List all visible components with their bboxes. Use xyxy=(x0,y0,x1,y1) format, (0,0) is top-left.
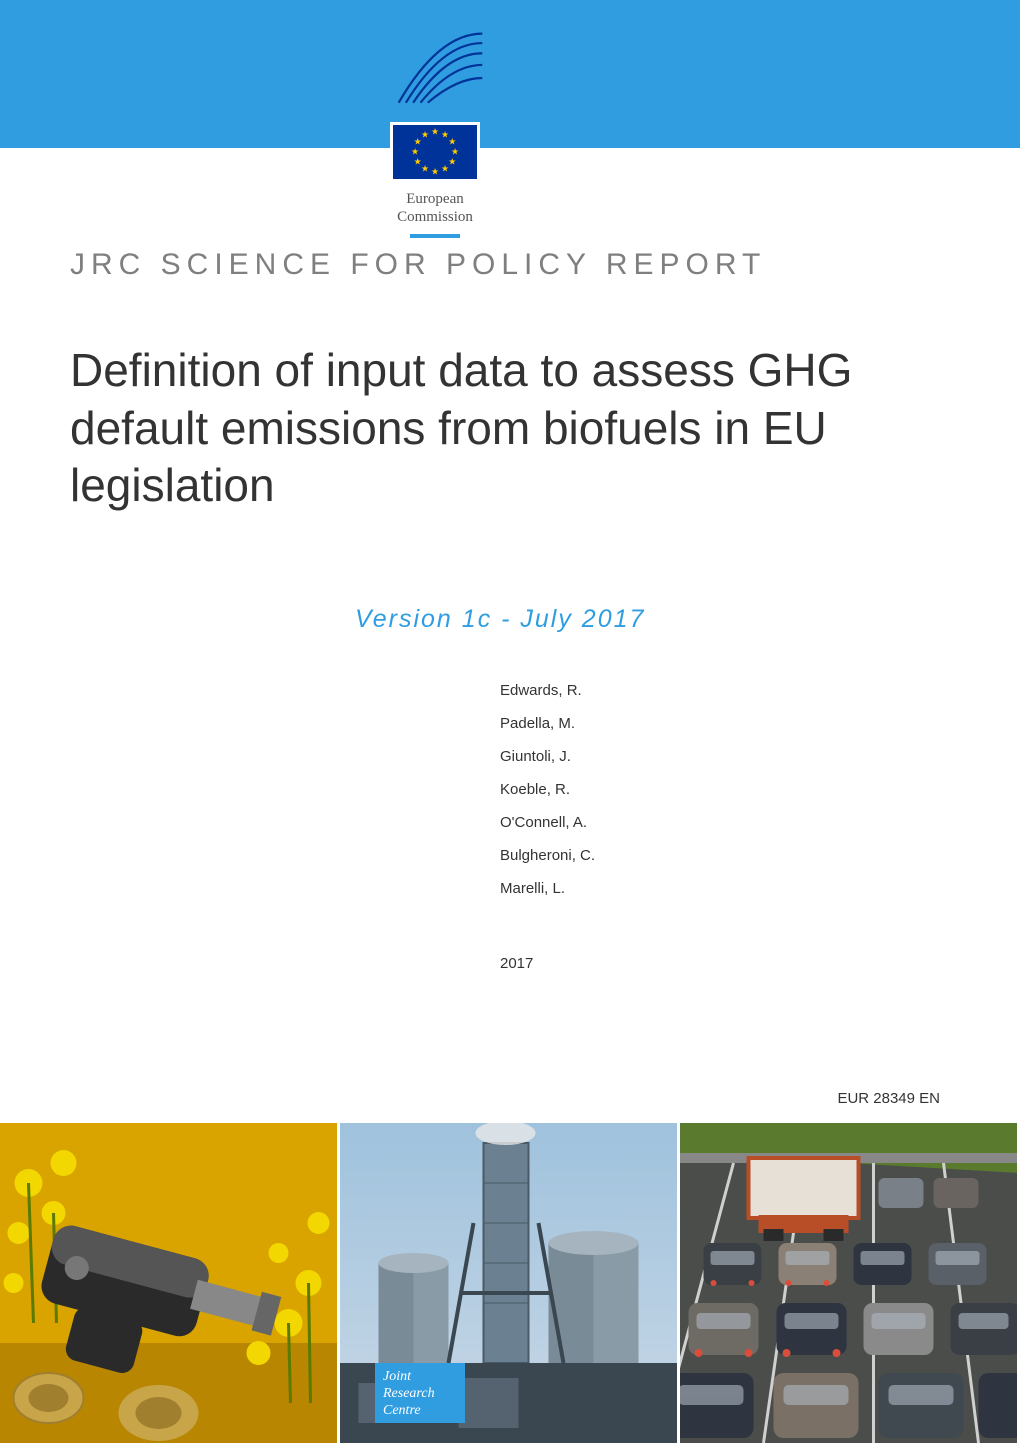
panel-rapeseed xyxy=(0,1123,340,1443)
logo-text: European Commission xyxy=(350,190,520,226)
eu-star-icon: ★ xyxy=(431,168,439,177)
page-title: Definition of input data to assess GHG d… xyxy=(70,342,960,515)
header-bar: ★★★★★★★★★★★★ European Commission xyxy=(0,0,1020,148)
eu-star-icon: ★ xyxy=(431,128,439,137)
eu-star-icon: ★ xyxy=(448,158,456,167)
report-label: JRC SCIENCE FOR POLICY REPORT xyxy=(70,248,1020,282)
author-item: Padella, M. xyxy=(500,707,1020,740)
jrc-line3: Centre xyxy=(383,1403,421,1418)
eu-star-icon: ★ xyxy=(441,165,449,174)
logo-line1: European xyxy=(406,191,463,207)
jrc-line2: Research xyxy=(383,1386,435,1401)
logo-curves-icon xyxy=(365,30,505,110)
author-item: Koeble, R. xyxy=(500,773,1020,806)
author-list: Edwards, R.Padella, M.Giuntoli, J.Koeble… xyxy=(500,674,1020,905)
author-item: Giuntoli, J. xyxy=(500,740,1020,773)
logo-line2: Commission xyxy=(397,209,473,225)
image-row: Joint Research Centre xyxy=(0,1123,1020,1443)
eu-star-icon: ★ xyxy=(421,165,429,174)
logo-underline xyxy=(410,234,460,238)
author-item: Edwards, R. xyxy=(500,674,1020,707)
jrc-line1: Joint xyxy=(383,1369,411,1384)
document-id: EUR 28349 EN xyxy=(837,1090,940,1107)
eu-star-icon: ★ xyxy=(411,148,419,157)
version-label: Version 1c - July 2017 xyxy=(355,605,1020,634)
jrc-badge: Joint Research Centre xyxy=(375,1363,465,1423)
eu-star-icon: ★ xyxy=(421,130,429,139)
author-item: O'Connell, A. xyxy=(500,806,1020,839)
author-item: Bulgheroni, C. xyxy=(500,839,1020,872)
year-label: 2017 xyxy=(500,955,1020,972)
panel-traffic xyxy=(680,1123,1020,1443)
ec-logo: ★★★★★★★★★★★★ European Commission xyxy=(350,30,520,110)
eu-star-icon: ★ xyxy=(448,138,456,147)
eu-flag-icon: ★★★★★★★★★★★★ xyxy=(390,122,480,182)
eu-star-icon: ★ xyxy=(451,148,459,157)
author-item: Marelli, L. xyxy=(500,872,1020,905)
eu-star-icon: ★ xyxy=(414,158,422,167)
